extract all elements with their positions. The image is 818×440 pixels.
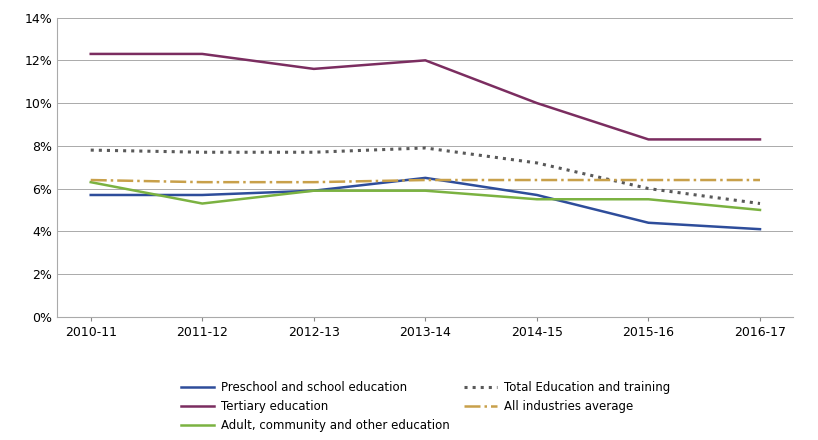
Legend: Preschool and school education, Tertiary education, Adult, community and other e: Preschool and school education, Tertiary… — [176, 377, 675, 437]
